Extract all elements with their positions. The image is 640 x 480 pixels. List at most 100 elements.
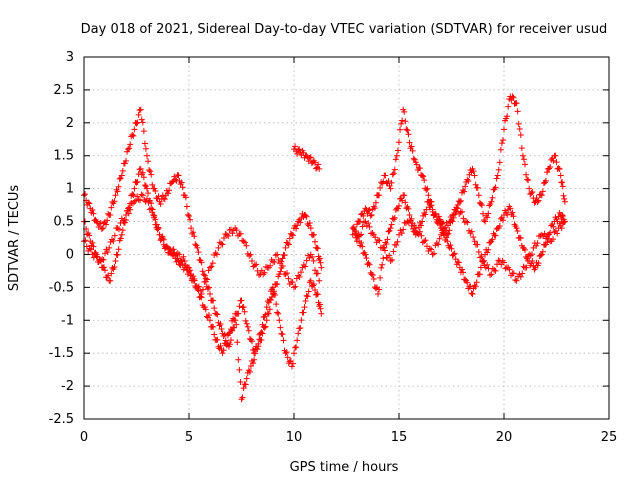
data-point <box>435 217 442 224</box>
data-point <box>225 330 232 337</box>
data-point <box>531 199 538 206</box>
data-point <box>477 254 484 261</box>
data-point <box>368 271 375 278</box>
data-point <box>385 228 392 235</box>
data-point <box>460 269 467 276</box>
data-point <box>399 117 406 124</box>
data-point <box>310 257 317 264</box>
data-point <box>188 225 195 232</box>
data-point <box>277 324 284 331</box>
data-point <box>252 350 259 357</box>
data-point <box>439 229 446 236</box>
data-point <box>448 245 455 252</box>
data-point <box>408 143 415 150</box>
data-point <box>375 290 381 297</box>
data-point <box>493 175 500 182</box>
data-point <box>421 177 428 184</box>
data-point <box>121 216 128 223</box>
data-point <box>176 251 183 258</box>
data-point <box>366 261 373 268</box>
data-point <box>200 286 206 293</box>
data-point <box>387 258 394 265</box>
y-tick-label: 0.5 <box>53 215 74 230</box>
data-point <box>361 219 367 226</box>
data-point <box>169 247 176 254</box>
data-point <box>515 120 522 127</box>
data-point <box>485 246 492 253</box>
data-point <box>420 173 427 180</box>
data-point <box>292 344 299 351</box>
data-point <box>104 248 111 255</box>
data-point <box>246 368 253 375</box>
data-point <box>453 204 460 211</box>
data-point <box>137 165 144 172</box>
data-point <box>263 317 270 324</box>
data-point <box>528 190 535 197</box>
data-point <box>473 279 480 286</box>
data-point <box>131 198 138 205</box>
data-point <box>306 154 313 161</box>
data-point <box>207 290 213 297</box>
data-point <box>193 284 199 291</box>
data-point <box>484 249 491 256</box>
data-point <box>468 228 475 235</box>
data-point <box>478 202 485 209</box>
data-point <box>190 229 197 236</box>
data-point <box>201 272 208 279</box>
data-point <box>279 255 286 262</box>
data-point <box>141 196 148 203</box>
data-point <box>265 310 272 317</box>
data-point <box>277 268 284 275</box>
data-point <box>436 235 443 242</box>
data-point <box>271 258 278 265</box>
data-point <box>102 250 108 257</box>
data-point <box>282 244 289 251</box>
data-point <box>510 213 517 220</box>
data-point <box>446 227 453 234</box>
data-point <box>228 337 234 344</box>
data-point <box>372 285 379 292</box>
data-point <box>219 241 226 248</box>
data-point <box>273 301 280 308</box>
chart-title: Day 018 of 2021, Sidereal Day-to-day VTE… <box>81 22 608 37</box>
data-point <box>134 178 141 185</box>
data-point <box>298 317 305 324</box>
data-point <box>359 223 366 230</box>
data-point <box>98 225 105 232</box>
data-point <box>443 234 450 241</box>
data-point <box>402 199 409 206</box>
data-point <box>487 272 493 279</box>
data-point <box>380 255 387 262</box>
data-point <box>405 131 412 138</box>
data-point <box>184 264 191 271</box>
data-point <box>386 252 393 259</box>
data-point <box>561 218 568 225</box>
data-point <box>513 277 520 284</box>
data-point <box>426 245 433 252</box>
data-point <box>457 209 464 216</box>
data-point <box>221 234 227 241</box>
data-point <box>138 191 145 198</box>
data-point <box>114 188 121 195</box>
data-point <box>145 158 152 165</box>
data-point <box>253 345 260 352</box>
data-point <box>243 242 250 249</box>
data-point <box>103 246 110 253</box>
data-point <box>111 264 118 271</box>
data-point <box>155 224 162 231</box>
data-point <box>296 274 303 281</box>
data-point <box>131 185 138 192</box>
data-point <box>529 251 535 258</box>
data-point <box>207 264 213 271</box>
data-point <box>509 93 516 100</box>
data-point <box>244 323 251 330</box>
data-point <box>187 216 194 223</box>
data-point <box>136 107 143 114</box>
data-point <box>302 263 309 270</box>
y-tick-label: -1 <box>61 313 74 328</box>
data-point <box>186 213 192 220</box>
data-point <box>559 183 566 190</box>
data-point <box>187 272 194 279</box>
data-point <box>274 309 281 316</box>
data-point <box>497 146 504 153</box>
